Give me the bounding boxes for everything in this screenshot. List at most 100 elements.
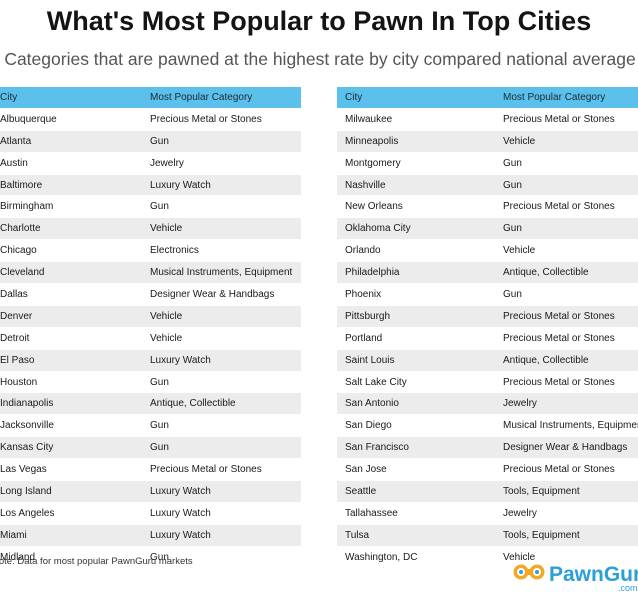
category-cell: Precious Metal or Stones xyxy=(495,196,638,218)
table-row: Denver Vehicle xyxy=(0,305,301,327)
city-cell: Albuquerque xyxy=(0,108,142,130)
city-cell: Washington, DC xyxy=(337,546,495,567)
table-row: Miami Luxury Watch xyxy=(0,524,301,546)
category-cell: Designer Wear & Handbags xyxy=(142,284,301,306)
table-row: San Antonio Jewelry xyxy=(337,393,638,415)
table-row: Austin Jewelry xyxy=(0,152,301,174)
city-cell: Seattle xyxy=(337,481,495,503)
column-header-city: City xyxy=(0,87,142,108)
category-cell: Musical Instruments, Equipment xyxy=(142,262,301,284)
category-cell: Antique, Collectible xyxy=(495,349,638,371)
category-cell: Vehicle xyxy=(142,218,301,240)
table-row: Baltimore Luxury Watch xyxy=(0,174,301,196)
category-cell: Tools, Equipment xyxy=(495,481,638,503)
category-cell: Precious Metal or Stones xyxy=(495,371,638,393)
category-cell: Gun xyxy=(142,415,301,437)
column-header-category: Most Popular Category xyxy=(495,87,638,108)
table-row: Orlando Vehicle xyxy=(337,240,638,262)
page-title: What's Most Popular to Pawn In Top Citie… xyxy=(0,6,638,37)
table-row: Saint Louis Antique, Collectible xyxy=(337,349,638,371)
category-cell: Gun xyxy=(142,371,301,393)
city-cell: Phoenix xyxy=(337,284,495,306)
city-cell: Pittsburgh xyxy=(337,305,495,327)
category-cell: Gun xyxy=(142,437,301,459)
table-row: Milwaukee Precious Metal or Stones xyxy=(337,108,638,130)
city-cell: Charlotte xyxy=(0,218,142,240)
table-row: Las Vegas Precious Metal or Stones xyxy=(0,459,301,481)
city-cell: Milwaukee xyxy=(337,108,495,130)
city-cell: Las Vegas xyxy=(0,459,142,481)
city-cell: Montgomery xyxy=(337,152,495,174)
city-table-right: City Most Popular Category Milwaukee Prec… xyxy=(337,87,638,568)
city-table-left: City Most Popular Category Albuquerque Pr… xyxy=(0,87,301,568)
category-cell: Precious Metal or Stones xyxy=(495,305,638,327)
city-cell: Orlando xyxy=(337,240,495,262)
city-cell: Tulsa xyxy=(337,524,495,546)
city-cell: Los Angeles xyxy=(0,502,142,524)
category-cell: Vehicle xyxy=(142,327,301,349)
city-cell: Long Island xyxy=(0,481,142,503)
table-row: Jacksonville Gun xyxy=(0,415,301,437)
category-cell: Musical Instruments, Equipment xyxy=(495,415,638,437)
table-row: Long Island Luxury Watch xyxy=(0,481,301,503)
city-cell: Miami xyxy=(0,524,142,546)
table-row: Salt Lake City Precious Metal or Stones xyxy=(337,371,638,393)
table-row: Oklahoma City Gun xyxy=(337,218,638,240)
city-cell: San Antonio xyxy=(337,393,495,415)
table-row: Minneapolis Vehicle xyxy=(337,130,638,152)
category-cell: Luxury Watch xyxy=(142,349,301,371)
table-row: Dallas Designer Wear & Handbags xyxy=(0,284,301,306)
category-cell: Tools, Equipment xyxy=(495,524,638,546)
city-cell: Minneapolis xyxy=(337,130,495,152)
city-cell: Cleveland xyxy=(0,262,142,284)
table-row: San Francisco Designer Wear & Handbags xyxy=(337,437,638,459)
city-cell: Detroit xyxy=(0,327,142,349)
table-row: Phoenix Gun xyxy=(337,284,638,306)
category-cell: Vehicle xyxy=(495,130,638,152)
city-cell: Indianapolis xyxy=(0,393,142,415)
table-header-row: City Most Popular Category xyxy=(337,87,638,108)
category-cell: Gun xyxy=(142,196,301,218)
table-row: El Paso Luxury Watch xyxy=(0,349,301,371)
city-cell: New Orleans xyxy=(337,196,495,218)
table-row: San Diego Musical Instruments, Equipment xyxy=(337,415,638,437)
city-cell: San Francisco xyxy=(337,437,495,459)
column-header-category: Most Popular Category xyxy=(142,87,301,108)
table-row: Philadelphia Antique, Collectible xyxy=(337,262,638,284)
category-cell: Precious Metal or Stones xyxy=(495,327,638,349)
city-cell: San Diego xyxy=(337,415,495,437)
category-cell: Jewelry xyxy=(495,393,638,415)
category-cell: Luxury Watch xyxy=(142,502,301,524)
category-cell: Precious Metal or Stones xyxy=(142,108,301,130)
table-row: Kansas City Gun xyxy=(0,437,301,459)
category-cell: Luxury Watch xyxy=(142,481,301,503)
city-cell: Chicago xyxy=(0,240,142,262)
city-cell: Denver xyxy=(0,305,142,327)
table-row: Birmingham Gun xyxy=(0,196,301,218)
category-cell: Antique, Collectible xyxy=(142,393,301,415)
city-cell: Oklahoma City xyxy=(337,218,495,240)
category-cell: Electronics xyxy=(142,240,301,262)
category-cell: Precious Metal or Stones xyxy=(495,108,638,130)
city-cell: Jacksonville xyxy=(0,415,142,437)
table-row: Tallahassee Jewelry xyxy=(337,502,638,524)
table-row: San Jose Precious Metal or Stones xyxy=(337,459,638,481)
table-row: New Orleans Precious Metal or Stones xyxy=(337,196,638,218)
table-row: Seattle Tools, Equipment xyxy=(337,481,638,503)
table-row: Indianapolis Antique, Collectible xyxy=(0,393,301,415)
city-cell: Salt Lake City xyxy=(337,371,495,393)
city-cell: San Jose xyxy=(337,459,495,481)
category-cell: Luxury Watch xyxy=(142,174,301,196)
city-cell: Birmingham xyxy=(0,196,142,218)
category-cell: Precious Metal or Stones xyxy=(142,459,301,481)
category-cell: Antique, Collectible xyxy=(495,262,638,284)
column-header-city: City xyxy=(337,87,495,108)
city-cell: Saint Louis xyxy=(337,349,495,371)
category-cell: Vehicle xyxy=(142,305,301,327)
table-row: Portland Precious Metal or Stones xyxy=(337,327,638,349)
logo-domain: .com xyxy=(618,583,638,593)
city-cell: Austin xyxy=(0,152,142,174)
category-cell: Luxury Watch xyxy=(142,524,301,546)
city-cell: Atlanta xyxy=(0,130,142,152)
table-row: Houston Gun xyxy=(0,371,301,393)
